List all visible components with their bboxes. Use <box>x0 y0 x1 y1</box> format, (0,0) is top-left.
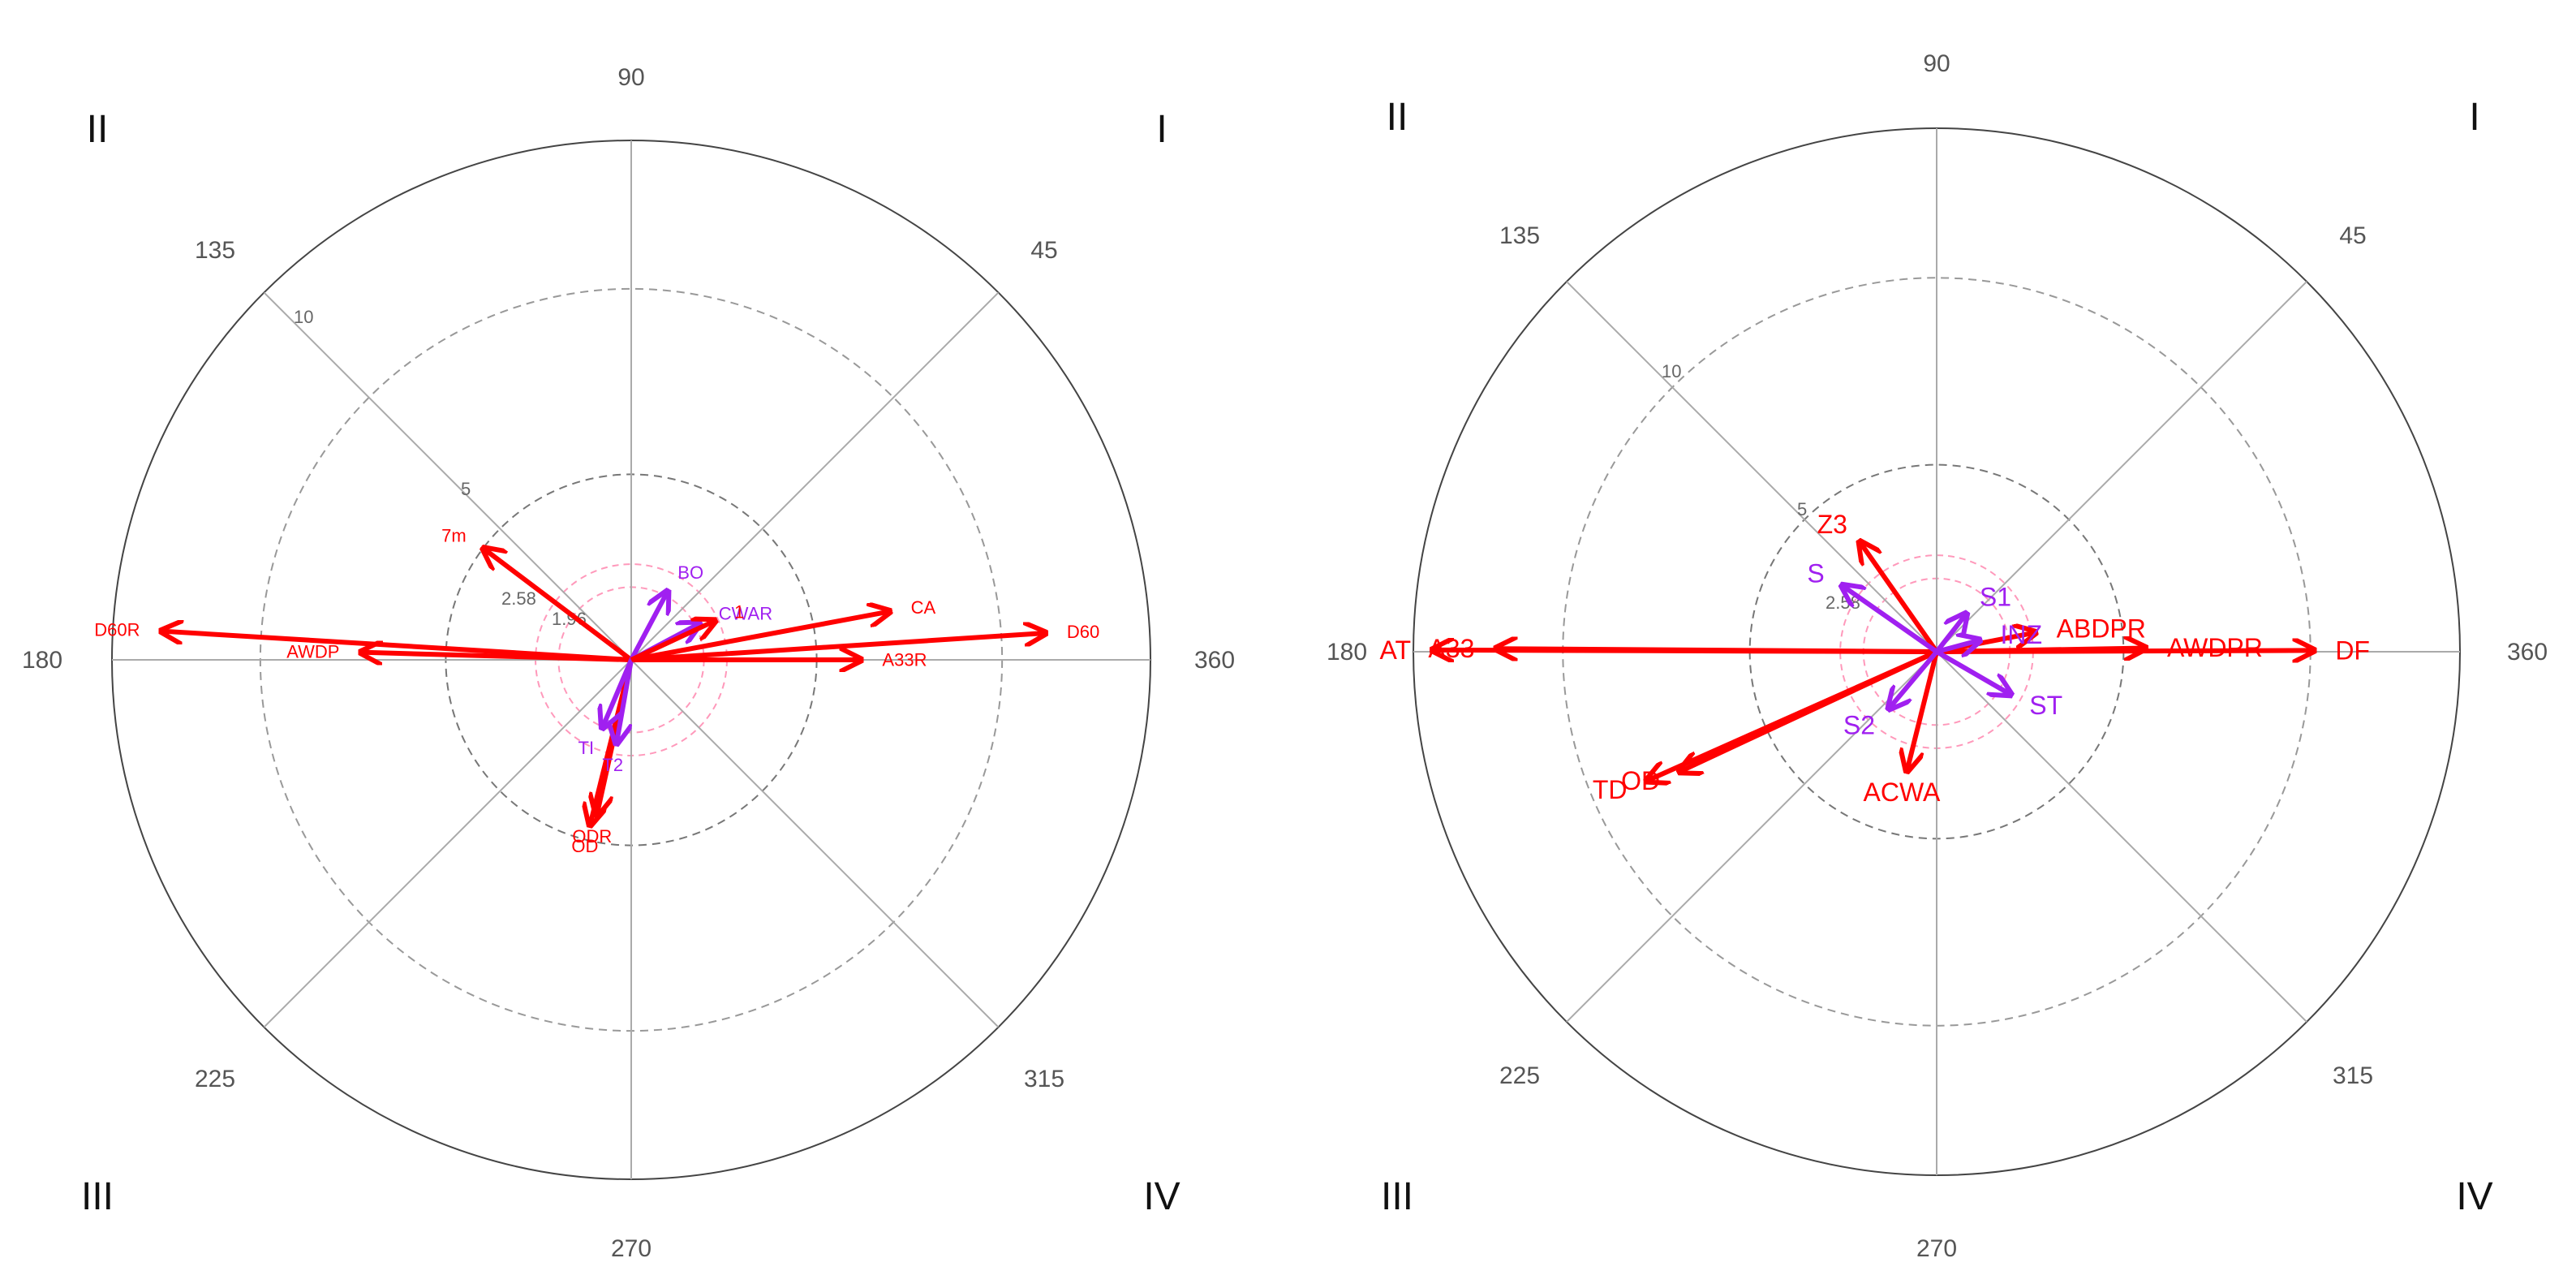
angle-label-90: 90 <box>617 64 644 91</box>
angle-label-135: 135 <box>195 237 235 264</box>
vector-1 <box>630 621 716 662</box>
angle-label-180: 180 <box>22 647 62 674</box>
vector-AWDP <box>360 653 632 660</box>
vector-label-7m: 7m <box>441 525 467 545</box>
vector-label-CA: CA <box>911 597 936 618</box>
angle-label-45: 45 <box>1030 237 1057 264</box>
ring-label-10: 10 <box>294 307 313 327</box>
vector-label-DF: DF <box>2335 636 2370 665</box>
vector-ST <box>1935 649 2011 695</box>
vector-label-S1: S1 <box>1980 583 2011 612</box>
vector-D60 <box>630 633 1046 662</box>
quadrant-label-IV: IV <box>2456 1175 2492 1218</box>
vector-7m <box>483 548 633 662</box>
vector-D60R <box>161 631 632 662</box>
angle-label-315: 315 <box>1024 1066 1064 1092</box>
vector-label-INZ: INZ <box>2001 620 2043 649</box>
vector-ACWA <box>1907 651 1939 772</box>
ring-label-5: 5 <box>1797 499 1807 519</box>
vector-INZ <box>1936 640 1980 652</box>
quadrant-label-IV: IV <box>1143 1175 1180 1218</box>
vector-label-Z3: Z3 <box>1817 510 1847 539</box>
quadrant-label-III: III <box>1381 1175 1413 1218</box>
angle-label-270: 270 <box>1916 1235 1957 1262</box>
quadrant-label-II: II <box>1387 96 1408 139</box>
angle-label-360: 360 <box>1194 647 1235 674</box>
vector-A33 <box>1495 648 1937 652</box>
vector-label-D60R: D60R <box>94 620 140 640</box>
ring-label-10: 10 <box>1662 361 1681 381</box>
polar-chart-right: 90 45 135 180 360 225 315 270 II I III I… <box>1327 50 2548 1262</box>
vector-label-A33R: A33R <box>882 650 927 670</box>
vector-label-S2: S2 <box>1843 711 1875 740</box>
polar-chart-left: 90 45 135 180 360 225 315 270 II I III I… <box>22 64 1235 1262</box>
angle-label-360: 360 <box>2507 639 2548 666</box>
vector-S <box>1842 585 1938 654</box>
vector-OD <box>1679 649 1938 772</box>
angle-label-45: 45 <box>2339 222 2366 249</box>
vector-label-A33: A33 <box>1428 634 1474 663</box>
vector-label-T2: T2 <box>602 755 623 775</box>
vector-CA <box>630 611 890 662</box>
quadrant-label-I: I <box>1156 108 1167 151</box>
angle-label-225: 225 <box>1499 1062 1540 1089</box>
vector-T2 <box>617 659 634 744</box>
vector-label-BO: BO <box>677 562 703 583</box>
vector-label-OD: OD <box>571 836 598 856</box>
vector-label-D60: D60 <box>1067 622 1099 642</box>
vector-label-1: 1 <box>734 601 744 622</box>
vector-label-TI: TI <box>578 738 595 758</box>
vector-label-AWDPR: AWDPR <box>2167 633 2263 662</box>
angle-label-270: 270 <box>611 1235 652 1262</box>
vector-Z3 <box>1860 541 1939 653</box>
vector-S1 <box>1934 614 1967 653</box>
vector-label-ABDPR: ABDPR <box>2057 614 2146 644</box>
angle-label-90: 90 <box>1923 50 1950 77</box>
vector-label-CWAR: CWAR <box>719 603 772 623</box>
angle-label-180: 180 <box>1327 639 1367 666</box>
vector-label-ACWA: ACWA <box>1864 778 1941 807</box>
vector-label-ST: ST <box>2029 691 2062 720</box>
quadrant-label-II: II <box>87 108 109 151</box>
vector-BO <box>629 591 668 661</box>
vector-TI <box>602 658 634 728</box>
ring-label-5: 5 <box>461 479 471 499</box>
angle-label-135: 135 <box>1499 222 1540 249</box>
vector-S2 <box>1889 650 1939 709</box>
vector-label-OD: OD <box>1621 766 1660 795</box>
ring-label-2.58: 2.58 <box>501 588 536 609</box>
vector-label-TD: TD <box>1593 775 1628 804</box>
vector-label-AT: AT <box>1380 636 1412 665</box>
quadrant-label-III: III <box>81 1175 114 1218</box>
angle-label-225: 225 <box>195 1066 235 1092</box>
quadrant-label-I: I <box>2469 96 2479 139</box>
vector-label-AWDP: AWDP <box>286 642 339 662</box>
vector-label-S: S <box>1807 558 1824 588</box>
angle-label-315: 315 <box>2333 1062 2373 1089</box>
